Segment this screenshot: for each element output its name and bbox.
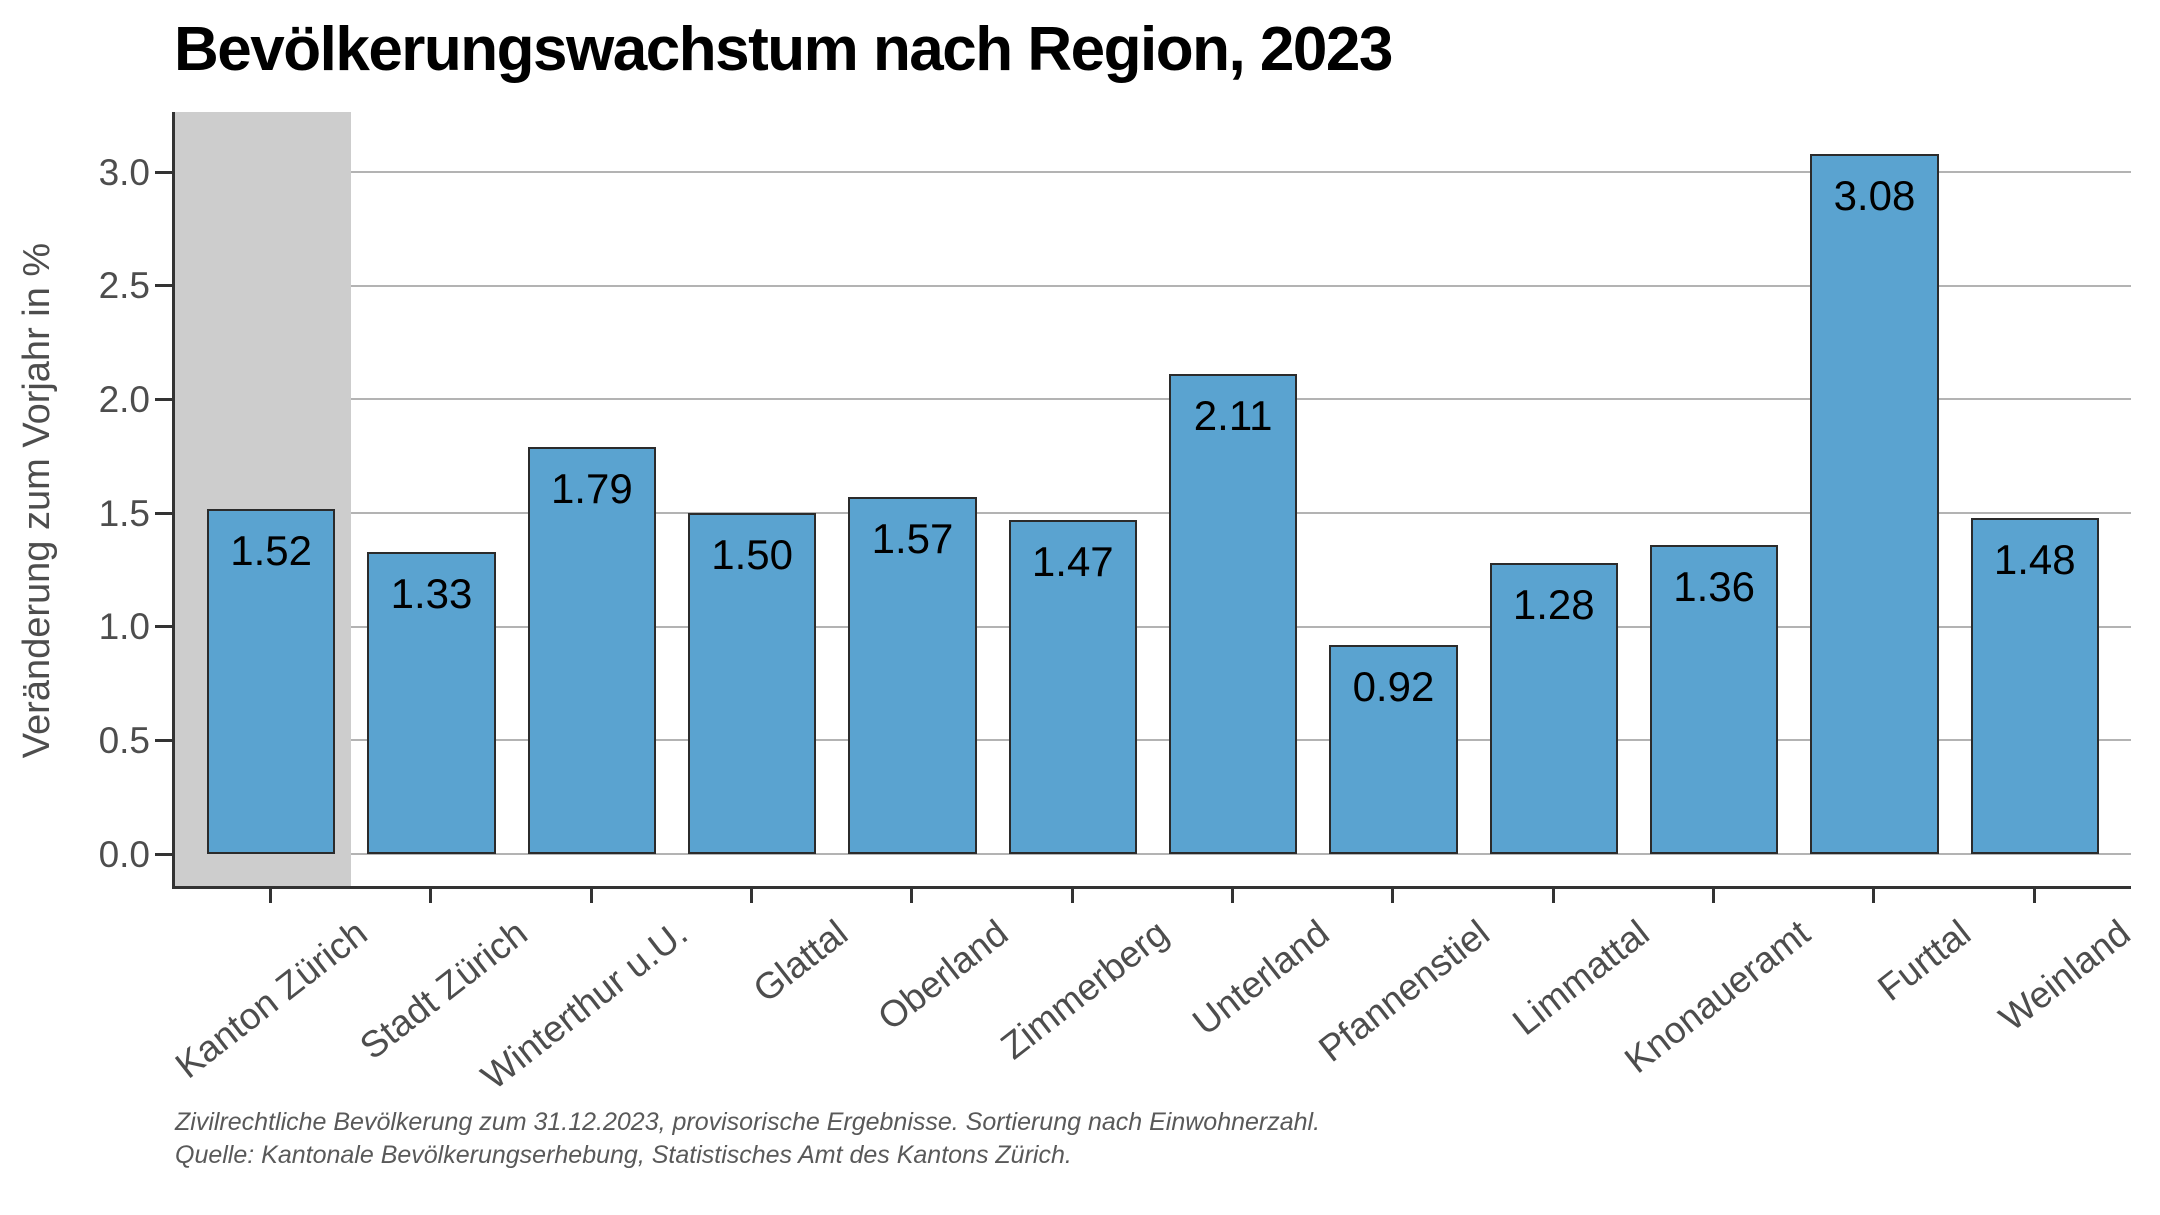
y-tick-mark (155, 738, 172, 742)
x-axis-label: Oberland (870, 912, 1016, 1039)
bar: 1.50 (688, 513, 817, 854)
gridline (175, 512, 2131, 515)
x-axis-label: Limmattal (1505, 912, 1658, 1044)
plot-panel: 0.0 0.5 1.0 1.5 2.0 2.5 3.0 1.52 Kanton Zürich 1.… (99, 112, 2138, 1097)
y-tick-label: 2.5 (98, 265, 150, 307)
bar-value-label: 3.08 (1833, 171, 1916, 219)
x-tick-mark (1712, 889, 1716, 903)
y-tick-label: 1.5 (98, 492, 150, 534)
bar-slot: 1.28 Limmattal (1474, 112, 1657, 1043)
x-tick-mark (1551, 889, 1555, 903)
bar-slot: 1.79 Winterthur u.U. (474, 112, 695, 1097)
bar-slot: 1.47 Zimmerberg (993, 112, 1176, 1067)
y-tick-mark (155, 170, 172, 174)
x-tick-mark (1391, 889, 1395, 903)
gridline (175, 853, 2131, 855)
bar-value-label: 1.28 (1512, 581, 1595, 629)
bar-value-label: 1.48 (1993, 535, 2076, 583)
x-tick-mark (750, 889, 754, 903)
bar-value-label: 1.36 (1673, 562, 1755, 610)
y-tick-mark (155, 284, 172, 288)
x-axis-label: Zimmerberg (993, 912, 1177, 1068)
x-axis-label: Glattal (745, 912, 856, 1011)
bar: 3.08 (1810, 153, 1939, 854)
bar: 1.36 (1649, 544, 1779, 854)
gridline (175, 284, 2131, 287)
gridline (175, 171, 2131, 174)
bar-value-label: 0.92 (1352, 662, 1435, 710)
x-tick-mark (910, 889, 914, 903)
bar-slot: 1.50 Glattal (672, 112, 855, 1010)
y-tick-label: 2.0 (98, 378, 150, 420)
bar-value-label: 1.57 (871, 515, 954, 563)
x-axis-label: Weinland (1991, 912, 2139, 1039)
bar-slot: 1.33 Stadt Zürich (351, 112, 535, 1067)
footnote: Zivilrechtliche Bevölkerung zum 31.12.20… (175, 1106, 1320, 1172)
footnote-line-2: Quelle: Kantonale Bevölkerungserhebung, … (175, 1141, 1072, 1169)
bar: 1.48 (1970, 517, 2099, 854)
bar: 1.79 (527, 447, 656, 854)
x-axis-label: Kanton Zürich (167, 912, 375, 1087)
y-tick-label: 0.5 (98, 719, 150, 761)
y-tick-label: 1.0 (98, 606, 150, 648)
x-tick-mark (2032, 889, 2036, 903)
bar: 1.28 (1489, 563, 1618, 854)
bar-value-label: 1.33 (390, 569, 473, 617)
gridline (175, 625, 2131, 628)
bar: 1.47 (1008, 519, 1137, 854)
x-tick-mark (1070, 889, 1074, 903)
bar: 2.11 (1169, 374, 1298, 854)
y-tick-label: 0.0 (98, 833, 150, 875)
x-tick-mark (429, 889, 433, 903)
y-tick-mark (155, 511, 172, 515)
gridline (175, 398, 2131, 401)
bar-value-label: 1.79 (550, 465, 633, 513)
footnote-line-1: Zivilrechtliche Bevölkerung zum 31.12.20… (175, 1108, 1321, 1136)
bar-slot: 1.36 Knonaueramt (1617, 112, 1817, 1081)
chart-title: Bevölkerungswachstum nach Region, 2023 (174, 15, 1393, 84)
x-tick-mark (269, 889, 273, 903)
bar: 0.92 (1329, 644, 1458, 854)
bar-slot: 1.57 Oberland (832, 112, 1016, 1038)
y-tick-mark (155, 625, 172, 629)
bar: 1.52 (207, 508, 336, 854)
x-axis-label: Pfannenstiel (1310, 912, 1497, 1070)
bars-row: 1.52 Kanton Zürich 1.33 Stadt Zürich 1.79 Win… (168, 112, 2138, 1097)
bar: 1.33 (367, 551, 496, 854)
bar-slot: 0.92 Pfannenstiel (1311, 112, 1497, 1070)
y-tick-mark (155, 852, 172, 856)
bar-value-label: 1.52 (230, 526, 313, 574)
bar-slot: 2.11 Unterland (1153, 112, 1336, 1043)
bar-slot: 1.48 Weinland (1955, 112, 2138, 1039)
bar-slot: 3.08 Furttal (1794, 112, 1978, 1009)
x-axis-label: Furttal (1869, 912, 1978, 1009)
bar-value-label: 1.50 (711, 531, 794, 579)
bar-value-label: 2.11 (1193, 392, 1273, 440)
gridline (175, 739, 2131, 742)
bar-slot: 1.52 Kanton Zürich (168, 112, 374, 1086)
x-tick-mark (589, 889, 593, 903)
x-axis-label: Unterland (1184, 912, 1337, 1044)
bar: 1.57 (848, 497, 977, 854)
y-tick-mark (155, 397, 172, 401)
y-tick-label: 3.0 (98, 151, 150, 193)
x-tick-mark (1231, 889, 1235, 903)
x-tick-mark (1872, 889, 1876, 903)
bar-value-label: 1.47 (1031, 537, 1114, 585)
